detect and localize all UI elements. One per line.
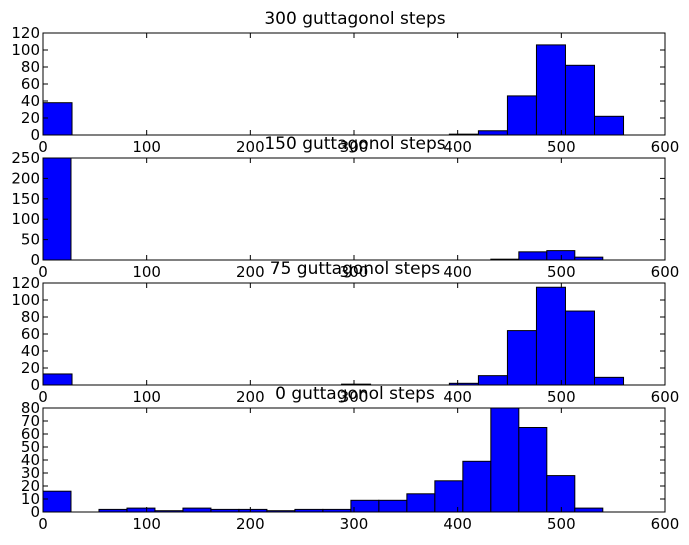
y-tick-label: 30 <box>21 464 40 482</box>
y-tick-label: 20 <box>21 477 40 495</box>
histogram-bar <box>350 499 380 513</box>
y-tick-label: 20 <box>21 359 40 377</box>
panel-1: 0 100 200 300 400 500 600 0 50 100 150 200 250 150 gu… <box>11 134 679 281</box>
x-tick-label: 200 <box>236 515 265 533</box>
histogram-bar <box>546 250 576 261</box>
x-tick-label: 200 <box>236 263 265 281</box>
y-tick-label: 60 <box>21 75 40 93</box>
histogram-bar <box>42 157 72 261</box>
x-tick-label: 400 <box>443 515 472 533</box>
histogram-bar <box>535 44 566 136</box>
histogram-bar <box>518 427 548 513</box>
y-tick-label: 0 <box>30 126 40 144</box>
histogram-bar <box>378 499 408 513</box>
y-tick-label: 70 <box>21 412 40 430</box>
y-tick-label: 100 <box>11 210 40 228</box>
histogram-bar <box>490 407 520 513</box>
histogram-bar <box>42 373 73 386</box>
x-tick-label: 0 <box>38 138 48 156</box>
y-tick-label: 60 <box>21 425 40 443</box>
x-tick-label: 0 <box>38 388 48 406</box>
x-tick-label: 400 <box>443 263 472 281</box>
y-tick-label: 10 <box>21 490 40 508</box>
histogram-bar <box>594 376 625 386</box>
x-tick-label: 500 <box>547 388 576 406</box>
histogram-bar <box>126 507 156 513</box>
y-tick-label: 40 <box>21 342 40 360</box>
y-tick-label: 80 <box>21 308 40 326</box>
chart-title: 0 guttagonol steps <box>275 384 435 404</box>
x-tick-label: 200 <box>236 138 265 156</box>
x-tick-label: 300 <box>340 263 369 281</box>
histogram-bar <box>506 330 537 386</box>
histogram-bar <box>182 507 212 513</box>
histogram-bar <box>406 493 436 513</box>
histogram-bar <box>42 102 73 136</box>
x-tick-label: 200 <box>236 388 265 406</box>
y-tick-label: 50 <box>21 231 40 249</box>
histogram-bar <box>477 130 508 136</box>
x-tick-label: 300 <box>340 388 369 406</box>
y-tick-label: 120 <box>11 274 40 292</box>
y-tick-label: 0 <box>30 251 40 269</box>
x-tick-label: 100 <box>132 138 161 156</box>
histogram-bar <box>42 490 72 513</box>
x-tick-label: 300 <box>340 138 369 156</box>
histogram-bar <box>434 480 464 513</box>
y-tick-label: 0 <box>30 376 40 394</box>
y-tick-label: 250 <box>11 149 40 167</box>
plot-area <box>43 158 665 260</box>
histogram-bar <box>462 460 492 513</box>
y-tick-label: 40 <box>21 451 40 469</box>
histogram-bar <box>564 310 596 386</box>
y-tick-label: 60 <box>21 325 40 343</box>
x-tick-label: 0 <box>38 515 48 533</box>
y-tick-label: 20 <box>21 109 40 127</box>
histogram-bar <box>574 507 604 513</box>
x-tick-label: 0 <box>38 263 48 281</box>
x-tick-label: 600 <box>651 515 680 533</box>
histogram-bar <box>564 64 596 136</box>
histogram-bar <box>506 95 537 136</box>
x-tick-label: 100 <box>132 263 161 281</box>
x-tick-label: 400 <box>443 138 472 156</box>
y-tick-label: 150 <box>11 190 40 208</box>
x-tick-label: 400 <box>443 388 472 406</box>
y-tick-label: 200 <box>11 169 40 187</box>
y-tick-label: 80 <box>21 399 40 417</box>
y-tick-label: 80 <box>21 58 40 76</box>
y-tick-label: 40 <box>21 92 40 110</box>
chart-title: 75 guttagonol steps <box>270 259 441 279</box>
x-tick-label: 600 <box>651 263 680 281</box>
histogram-bar <box>546 475 576 513</box>
histogram-bar <box>477 375 508 386</box>
x-tick-label: 600 <box>651 138 680 156</box>
y-tick-label: 0 <box>30 503 40 521</box>
histogram-bar <box>535 286 566 386</box>
y-tick-label: 100 <box>11 41 40 59</box>
x-tick-label: 600 <box>651 388 680 406</box>
y-tick-label: 50 <box>21 438 40 456</box>
histogram-bar <box>594 115 625 136</box>
histogram-bar <box>518 251 548 261</box>
x-tick-label: 500 <box>547 263 576 281</box>
x-tick-label: 100 <box>132 515 161 533</box>
x-tick-label: 500 <box>547 138 576 156</box>
x-tick-label: 500 <box>547 515 576 533</box>
chart-title: 300 guttagonol steps <box>264 9 445 29</box>
x-tick-label: 100 <box>132 388 161 406</box>
chart-title: 150 guttagonol steps <box>264 134 445 154</box>
y-tick-label: 120 <box>11 24 40 42</box>
x-tick-label: 300 <box>340 515 369 533</box>
y-tick-label: 100 <box>11 291 40 309</box>
